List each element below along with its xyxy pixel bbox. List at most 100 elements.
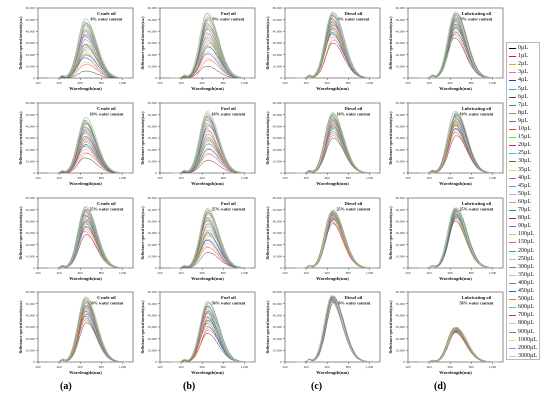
series-line <box>170 116 250 174</box>
legend-swatch <box>509 56 516 58</box>
y-tick-label: 30,000 <box>148 231 158 236</box>
y-tick-label: 10,000 <box>26 255 36 260</box>
series-line <box>170 308 250 363</box>
series-line <box>418 110 498 174</box>
y-tick-label: 30,000 <box>396 136 406 141</box>
y-tick-label: 20,000 <box>396 148 406 153</box>
y-tick-label: 50,000 <box>26 208 36 213</box>
series-line <box>170 122 250 174</box>
panel-subtitle: 10% water content <box>459 112 493 117</box>
series-line <box>170 45 250 79</box>
series-line <box>295 123 375 174</box>
x-tick-label: 600 <box>78 176 83 180</box>
series-line <box>170 13 250 79</box>
series-line <box>295 21 375 79</box>
y-tick-label: 20,000 <box>396 243 406 248</box>
series-line <box>295 297 375 363</box>
legend-label: 80µL <box>518 215 532 222</box>
x-tick-label: 400 <box>427 365 432 369</box>
legend-item: 3µL <box>507 68 541 77</box>
legend-item: 4µL <box>507 76 541 85</box>
series-line <box>418 132 498 174</box>
series-line <box>48 314 128 363</box>
series-line <box>418 218 498 269</box>
series-line <box>170 36 250 79</box>
series-line <box>418 26 498 79</box>
series-line <box>48 319 128 363</box>
y-axis-label: Reflectance spectral intensity(a.u.) <box>141 206 145 260</box>
series-line <box>48 222 128 269</box>
legend-swatch <box>509 120 516 122</box>
series-line <box>295 219 375 269</box>
series-line <box>418 217 498 269</box>
series-line <box>170 119 250 174</box>
x-tick-label: 400 <box>57 271 62 275</box>
y-tick-label: 50,000 <box>26 113 36 118</box>
series-line <box>418 128 498 174</box>
series-line <box>170 111 250 174</box>
legend-item: 7µL <box>507 101 541 110</box>
panel-subtitle: 10% water content <box>336 112 370 117</box>
y-tick-label: 50,000 <box>396 18 406 23</box>
panel-title: Diesel oil <box>345 201 363 206</box>
series-line <box>295 298 375 363</box>
series-line <box>170 208 250 269</box>
series-line <box>418 30 498 79</box>
legend-item: 10µL <box>507 125 541 134</box>
legend-label: 100µL <box>518 231 535 238</box>
y-tick-label: 10,000 <box>273 65 283 70</box>
x-tick-label: 400 <box>304 81 309 85</box>
x-tick-label: 400 <box>57 176 62 180</box>
series-line <box>295 296 375 363</box>
series-line <box>418 207 498 269</box>
series-line <box>418 211 498 269</box>
legend-item: 300µL <box>507 263 541 272</box>
legend-label: 7µL <box>518 101 529 108</box>
series-line <box>170 313 250 363</box>
y-tick-label: 30,000 <box>26 325 36 330</box>
legend-label: 90µL <box>518 223 532 230</box>
series-line <box>295 212 375 269</box>
series-line <box>48 234 128 269</box>
series-line <box>170 216 250 269</box>
legend-swatch <box>509 153 516 155</box>
y-tick-label: 40,000 <box>273 314 283 319</box>
series-line <box>418 123 498 174</box>
series-line <box>295 297 375 363</box>
y-tick-label: 40,000 <box>148 314 158 319</box>
series-line <box>48 313 128 363</box>
y-tick-label: 20,000 <box>26 148 36 153</box>
series-line <box>48 23 128 79</box>
series-line <box>418 331 498 363</box>
x-tick-label: 200 <box>157 176 162 180</box>
legend-label: 400µL <box>518 279 535 286</box>
y-tick-label: 50,000 <box>273 302 283 307</box>
y-tick-label: 20,000 <box>396 337 406 342</box>
y-tick-label: 60,000 <box>396 101 406 106</box>
legend-label: 1µL <box>518 53 529 60</box>
panel-lube-10: 200 400 600 800 1,000 0 10,000 20,000 30,000 40,0… <box>389 101 504 186</box>
legend-item: 1µL <box>507 52 541 61</box>
x-tick-label: 600 <box>325 271 330 275</box>
legend-label: 20µL <box>518 142 532 149</box>
legend-label: 15µL <box>518 134 532 141</box>
y-axis-label: Reflectance spectral intensity(a.u.) <box>19 206 23 260</box>
series-line <box>48 315 128 363</box>
series-line <box>418 20 498 79</box>
series-line <box>48 205 128 269</box>
series-line <box>295 28 375 79</box>
legend-label: 250µL <box>518 255 535 262</box>
panel-subtitle: 0% water content <box>213 17 245 22</box>
series-line <box>170 119 250 174</box>
y-tick-label: 20,000 <box>148 243 158 248</box>
y-tick-label: 40,000 <box>396 125 406 130</box>
y-tick-label: 0 <box>33 360 35 364</box>
series-line <box>418 329 498 363</box>
x-tick-label: 200 <box>282 365 287 369</box>
series-line <box>418 28 498 79</box>
x-tick-label: 200 <box>405 81 410 85</box>
legend-item: 35µL <box>507 166 541 175</box>
series-line <box>170 239 250 269</box>
x-tick-label: 600 <box>448 271 453 275</box>
series-line <box>48 36 128 79</box>
